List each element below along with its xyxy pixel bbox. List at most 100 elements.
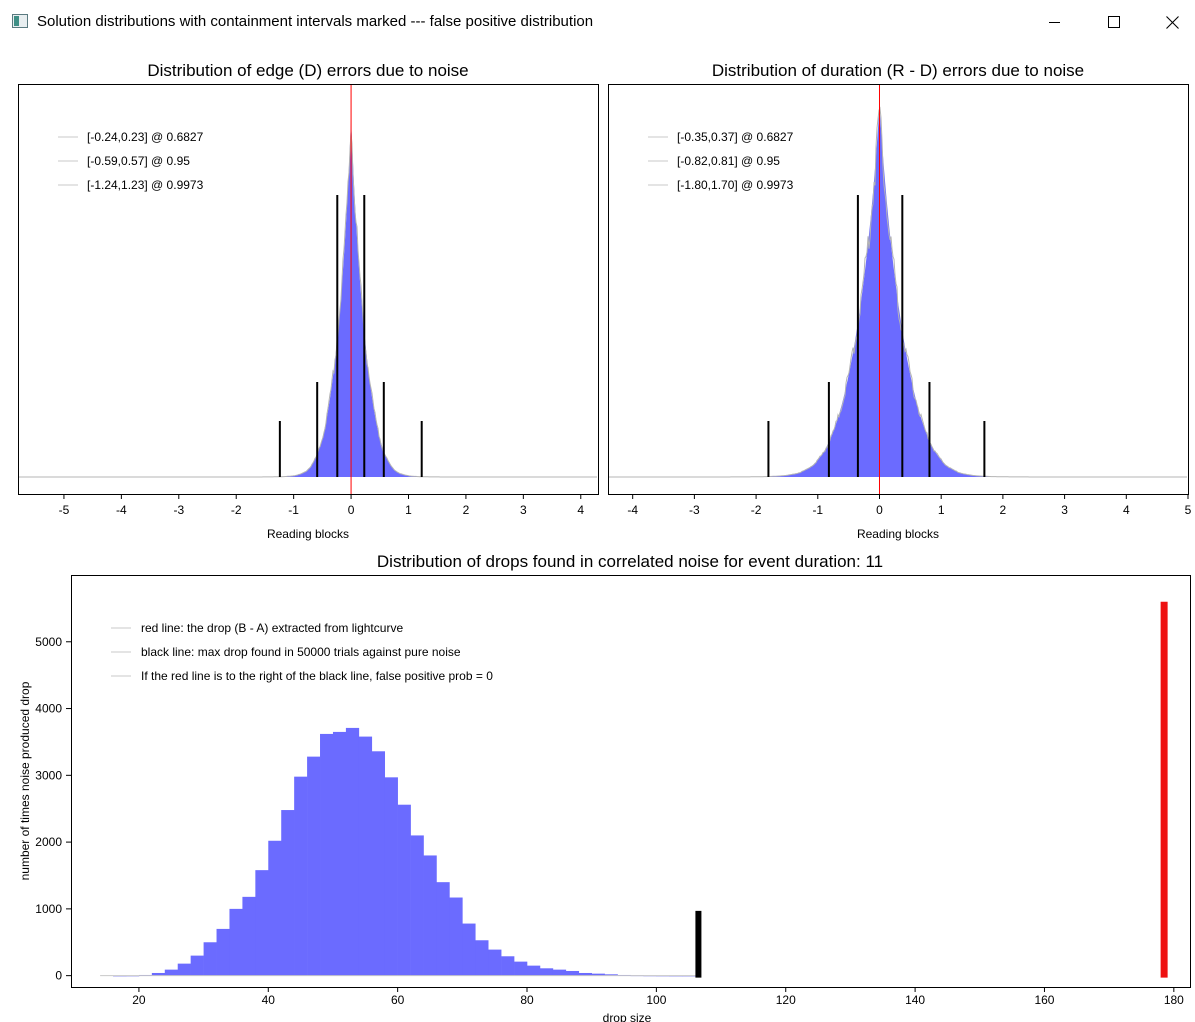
x-tick-label: -5 xyxy=(59,503,70,517)
histogram-bar xyxy=(320,733,334,976)
histogram-bar xyxy=(604,974,618,976)
histogram-bar xyxy=(229,908,243,976)
charts-canvas: Distribution of edge (D) errors due to n… xyxy=(18,61,1192,1022)
minimize-icon xyxy=(1049,22,1060,23)
legend-entry: black line: max drop found in 50000 tria… xyxy=(141,645,461,659)
x-tick-label: 20 xyxy=(132,993,146,1007)
error-chart-1: Distribution of edge (D) errors due to n… xyxy=(18,61,599,541)
x-tick-label: -2 xyxy=(751,503,762,517)
legend-entry: If the red line is to the right of the b… xyxy=(141,669,493,683)
x-tick-label: 5 xyxy=(1185,503,1192,517)
x-axis-label: Reading blocks xyxy=(267,527,349,541)
x-tick-label: 100 xyxy=(646,993,666,1007)
close-icon xyxy=(1165,15,1179,29)
histogram-bar xyxy=(216,928,230,976)
x-tick-label: 160 xyxy=(1034,993,1054,1007)
histogram-bar xyxy=(268,840,282,976)
x-tick-label: 3 xyxy=(1061,503,1068,517)
histogram-bar xyxy=(591,973,605,976)
legend-entry: [-0.59,0.57] @ 0.95 xyxy=(87,154,190,168)
maximize-button[interactable] xyxy=(1085,0,1143,44)
histogram-bar xyxy=(436,882,450,976)
histogram-bar xyxy=(307,756,321,976)
y-axis-label: number of times noise produced drop xyxy=(18,681,32,880)
y-tick-label: 3000 xyxy=(35,768,62,782)
x-tick-label: -3 xyxy=(173,503,184,517)
x-tick-label: -1 xyxy=(812,503,823,517)
histogram-bar xyxy=(449,897,463,976)
histogram-bar xyxy=(358,736,373,976)
x-tick-label: -4 xyxy=(627,503,638,517)
histogram-bar xyxy=(255,870,269,976)
x-tick-label: 140 xyxy=(905,993,925,1007)
y-tick-label: 5000 xyxy=(35,635,62,649)
histogram-bar xyxy=(501,956,515,976)
histogram-bar xyxy=(151,972,166,976)
window-title: Solution distributions with containment … xyxy=(37,13,594,30)
histogram-bar xyxy=(475,940,489,976)
maximize-icon xyxy=(1108,16,1120,28)
x-tick-label: 2 xyxy=(1000,503,1007,517)
histogram-bar xyxy=(410,835,424,976)
y-tick-label: 0 xyxy=(55,969,62,983)
legend-entry: red line: the drop (B - A) extracted fro… xyxy=(141,621,403,635)
histogram-bar xyxy=(397,804,411,976)
histogram-bar xyxy=(514,961,528,976)
drop-distribution-chart: Distribution of drops found in correlate… xyxy=(18,552,1191,1022)
histogram-bar xyxy=(164,969,179,976)
histogram-outline xyxy=(19,131,597,478)
error-chart-2: Distribution of duration (R - D) errors … xyxy=(608,61,1192,541)
histogram-bar xyxy=(565,970,580,976)
chart-title: Distribution of drops found in correlate… xyxy=(377,552,883,571)
x-tick-label: 3 xyxy=(520,503,527,517)
histogram-bar xyxy=(345,727,360,976)
x-tick-label: 180 xyxy=(1164,993,1184,1007)
chart-title: Distribution of duration (R - D) errors … xyxy=(712,61,1084,80)
close-button[interactable] xyxy=(1143,0,1195,44)
histogram-bar xyxy=(242,896,256,976)
histogram-bar xyxy=(462,923,476,976)
x-tick-label: 1 xyxy=(938,503,945,517)
histogram-outline xyxy=(609,106,1187,478)
title-bar: Solution distributions with containment … xyxy=(0,0,1195,44)
x-tick-label: 4 xyxy=(577,503,584,517)
x-tick-label: -1 xyxy=(288,503,299,517)
histogram-bar xyxy=(332,731,347,976)
x-tick-label: 120 xyxy=(776,993,796,1007)
legend-entry: [-0.35,0.37] @ 0.6827 xyxy=(677,130,794,144)
histogram-bar xyxy=(203,942,217,976)
legend-entry: [-1.24,1.23] @ 0.9973 xyxy=(87,178,204,192)
histogram-bar xyxy=(552,969,567,976)
app-window-icon xyxy=(12,14,28,28)
histogram-bar xyxy=(177,963,191,976)
chart-title: Distribution of edge (D) errors due to n… xyxy=(147,61,468,80)
chart-area: Distribution of edge (D) errors due to n… xyxy=(0,44,1195,1022)
histogram-bar xyxy=(527,965,541,976)
y-tick-label: 2000 xyxy=(35,835,62,849)
x-tick-label: 80 xyxy=(520,993,534,1007)
x-tick-label: -4 xyxy=(116,503,127,517)
legend-entry: [-0.24,0.23] @ 0.6827 xyxy=(87,130,204,144)
histogram-bar xyxy=(423,855,437,976)
x-tick-label: 2 xyxy=(463,503,470,517)
x-tick-label: -3 xyxy=(689,503,700,517)
x-tick-label: 40 xyxy=(262,993,276,1007)
x-tick-label: 4 xyxy=(1123,503,1130,517)
x-tick-label: -2 xyxy=(231,503,242,517)
histogram-area xyxy=(609,113,1187,477)
legend-entry: [-0.82,0.81] @ 0.95 xyxy=(677,154,780,168)
legend-entry: [-1.80,1.70] @ 0.9973 xyxy=(677,178,794,192)
x-tick-label: 1 xyxy=(405,503,412,517)
x-axis-label: drop size xyxy=(603,1011,652,1022)
histogram-bar xyxy=(281,810,295,976)
histogram-bar xyxy=(488,949,502,976)
histogram-bar xyxy=(294,776,308,976)
y-tick-label: 4000 xyxy=(35,702,62,716)
minimize-button[interactable] xyxy=(1026,0,1084,44)
y-tick-label: 1000 xyxy=(35,902,62,916)
x-tick-label: 60 xyxy=(391,993,405,1007)
histogram-bar xyxy=(371,751,386,976)
x-tick-label: 0 xyxy=(876,503,883,517)
histogram-bar xyxy=(190,955,204,976)
histogram-bar xyxy=(384,777,398,976)
